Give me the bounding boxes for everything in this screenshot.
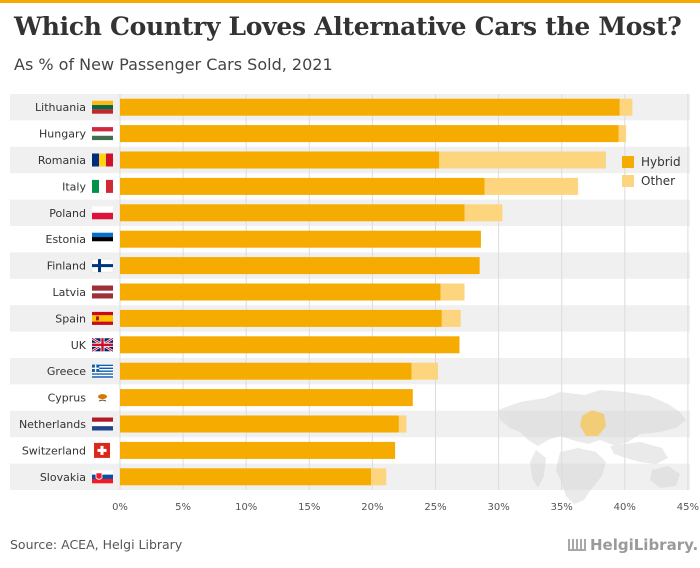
poland-flag-icon [92,206,113,220]
bar-other-hungary [618,125,627,143]
category-label-cyprus: Cyprus [48,392,87,405]
bar-hybrid-italy [120,177,485,195]
bar-other-italy [484,177,579,195]
switzerland-flag-icon [94,442,110,458]
bar-hybrid-latvia [120,283,441,301]
brand-text: HelgiLibrary. [590,536,699,554]
legend-swatch-other [622,175,634,187]
category-labels: Lithuania Hungary Romania Italy Poland Estoni… [19,100,114,484]
category-label-latvia: Latvia [53,286,87,299]
brand-logo: HelgiLibrary. [568,536,698,554]
italy-flag-icon [92,179,113,193]
bar-other-poland [464,204,503,222]
category-label-netherlands: Netherlands [19,418,86,431]
bar-hybrid-cyprus [120,389,413,407]
bar-other-latvia [440,283,465,301]
x-axis-ticks: 0% 5% 10% 15% 20% 25% 30% 35% 40% 45% [112,502,699,513]
legend-label-other: Other [641,174,675,188]
category-label-hungary: Hungary [39,128,86,141]
bar-other-romania [439,151,606,169]
bar-hybrid-lithuania [120,98,620,116]
x-tick-label: 40% [614,502,636,513]
category-label-italy: Italy [62,180,86,193]
latvia-flag-icon [92,285,113,299]
x-tick-label: 35% [551,502,573,513]
bar-hybrid-estonia [120,230,481,248]
x-tick-label: 0% [112,502,128,513]
spain-flag-icon [92,311,113,325]
x-tick-label: 25% [424,502,446,513]
bar-hybrid-spain [120,309,442,327]
category-label-greece: Greece [47,365,86,378]
bars [120,98,633,486]
bar-hybrid-switzerland [120,441,396,459]
estonia-flag-icon [92,232,113,246]
bar-hybrid-uk [120,336,460,354]
library-icon [568,539,586,551]
bar-other-lithuania [619,98,633,116]
bar-hybrid-finland [120,257,480,275]
bar-hybrid-poland [120,204,465,222]
bar-other-slovakia [371,468,387,486]
bar-hybrid-greece [120,362,412,380]
uk-flag-icon [91,337,114,353]
x-tick-label: 5% [175,502,191,513]
netherlands-flag-icon [92,417,113,431]
bar-other-netherlands [398,415,407,433]
source-note: Source: ACEA, Helgi Library [10,537,183,552]
x-tick-label: 10% [235,502,257,513]
category-label-spain: Spain [55,312,86,325]
x-tick-label: 45% [677,502,699,513]
category-label-lithuania: Lithuania [35,101,86,114]
legend: Hybrid Other [622,155,681,188]
legend-label-hybrid: Hybrid [641,155,681,169]
legend-swatch-hybrid [622,156,634,168]
category-label-switzerland: Switzerland [22,444,86,457]
category-label-estonia: Estonia [46,233,87,246]
slovakia-flag-icon [92,470,113,484]
category-label-poland: Poland [49,207,86,220]
category-label-slovakia: Slovakia [40,471,86,484]
x-tick-label: 20% [361,502,383,513]
x-tick-label: 15% [298,502,320,513]
bar-hybrid-hungary [120,125,619,143]
greece-flag-icon [92,364,113,378]
bar-hybrid-romania [120,151,440,169]
romania-flag-icon [92,153,113,167]
chart-subtitle: As % of New Passenger Cars Sold, 2021 [14,55,333,74]
hungary-flag-icon [92,127,113,141]
cyprus-flag-icon [92,391,113,405]
lithuania-flag-icon [92,100,113,114]
bar-other-spain [441,309,461,327]
chart-title: Which Country Loves Alternative Cars the… [14,12,682,41]
flags [91,100,114,484]
x-tick-label: 30% [487,502,509,513]
bar-other-greece [411,362,439,380]
bar-hybrid-netherlands [120,415,399,433]
category-label-uk: UK [71,339,87,352]
category-label-finland: Finland [47,260,86,273]
category-label-romania: Romania [38,154,86,167]
bar-chart: Lithuania Hungary Romania Italy Poland Estoni… [10,94,699,513]
bar-hybrid-slovakia [120,468,372,486]
finland-flag-icon [91,258,114,273]
top-accent-bar [0,0,700,3]
